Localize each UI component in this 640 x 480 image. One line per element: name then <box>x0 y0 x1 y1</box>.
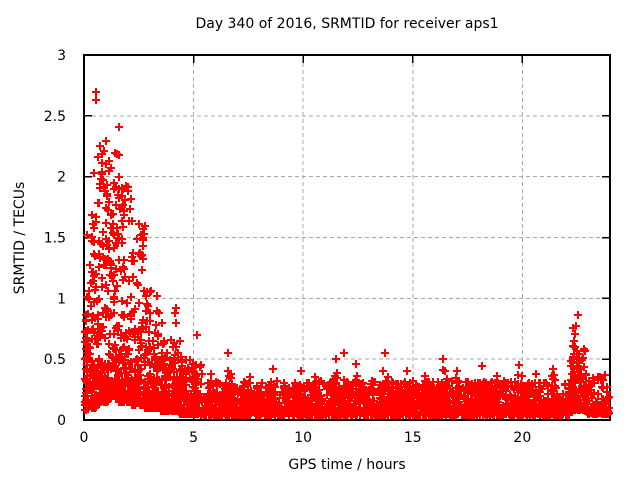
y-axis-label: SRMTID / TECUs <box>12 182 28 295</box>
chart-title: Day 340 of 2016, SRMTID for receiver aps… <box>195 16 498 32</box>
x-tick-label: 20 <box>513 430 531 446</box>
x-axis-label: GPS time / hours <box>288 457 405 473</box>
y-tick-label: 2 <box>57 170 66 186</box>
y-tick-label: 3 <box>57 48 66 64</box>
y-tick-label: 2.5 <box>44 109 66 125</box>
tick-labels: 0 5 10 15 20 0 0.5 1 1.5 2 2.5 3 <box>44 48 532 446</box>
y-tick-label: 0.5 <box>44 352 66 368</box>
y-tick-label: 1 <box>57 291 66 307</box>
data-points <box>81 88 613 419</box>
y-tick-label: 1.5 <box>44 231 66 247</box>
x-tick-label: 10 <box>294 430 312 446</box>
x-tick-label: 0 <box>80 430 89 446</box>
x-tick-label: 5 <box>189 430 198 446</box>
x-tick-label: 15 <box>404 430 422 446</box>
grid-lines <box>85 56 609 419</box>
y-tick-label: 0 <box>57 413 66 429</box>
scatter-series-srmtid <box>81 88 613 419</box>
